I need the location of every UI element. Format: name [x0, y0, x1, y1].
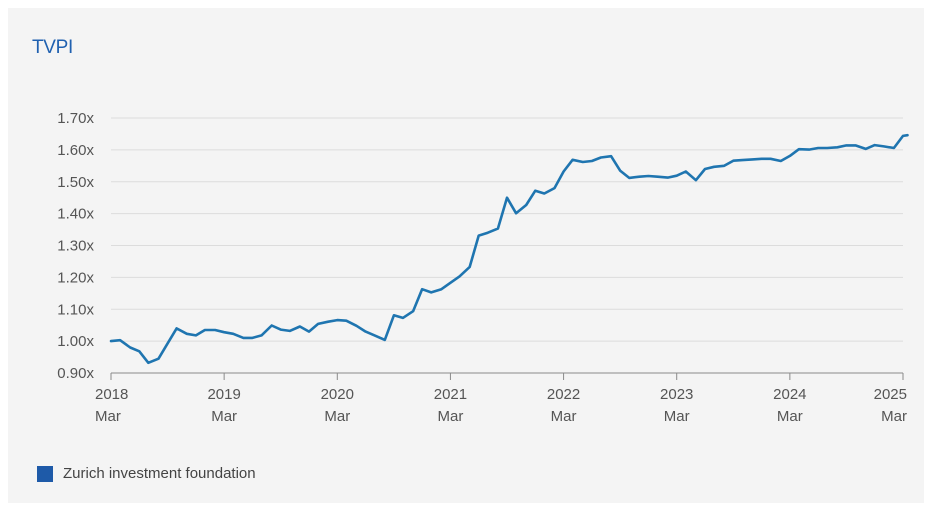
y-tick-label: 1.30x: [57, 238, 94, 255]
x-tick-year: 2024: [773, 386, 806, 403]
y-tick-label: 1.60x: [57, 142, 94, 159]
y-tick-label: 1.00x: [57, 333, 94, 350]
x-tick-month: Mar: [438, 408, 464, 425]
x-tick-year: 2021: [434, 386, 467, 403]
legend-swatch: [37, 465, 53, 482]
series-line: [109, 133, 909, 365]
x-tick-year: 2020: [321, 386, 354, 403]
chart-title: TVPI: [32, 37, 74, 58]
x-tick-month: Mar: [211, 408, 237, 425]
x-tick-month: Mar: [664, 408, 690, 425]
x-tick-month: Mar: [881, 408, 907, 425]
x-tick-month: Mar: [551, 408, 577, 425]
y-axis-ticks: 0.90x 1.00x 1.10x 1.20x 1.30x 1.40x 1.50x 1.60x…: [57, 110, 94, 382]
y-tick-label: 1.50x: [57, 174, 94, 191]
x-tick-year: 2018: [95, 386, 128, 403]
chart-card: [8, 8, 924, 503]
x-tick-month: Mar: [95, 408, 121, 425]
x-axis-ticks: 2018 Mar 2019 Mar 2020 Mar 2021 Mar 2022 Mar 2023 M…: [95, 373, 907, 425]
y-tick-label: 1.70x: [57, 110, 94, 127]
gridlines: [111, 117, 903, 374]
x-tick-year: 2023: [660, 386, 693, 403]
legend-label: Zurich investment foundation: [63, 465, 256, 482]
y-tick-label: 0.90x: [57, 365, 94, 382]
x-tick-year: 2019: [207, 386, 240, 403]
y-tick-label: 1.40x: [57, 206, 94, 223]
x-tick-month: Mar: [324, 408, 350, 425]
legend: Zurich investment foundation: [37, 465, 256, 482]
series-layer: [109, 133, 909, 365]
y-tick-label: 1.20x: [57, 269, 94, 286]
x-tick-year: 2022: [547, 386, 580, 403]
x-tick-year: 2025: [874, 386, 907, 403]
y-tick-label: 1.10x: [57, 301, 94, 318]
x-tick-month: Mar: [777, 408, 803, 425]
